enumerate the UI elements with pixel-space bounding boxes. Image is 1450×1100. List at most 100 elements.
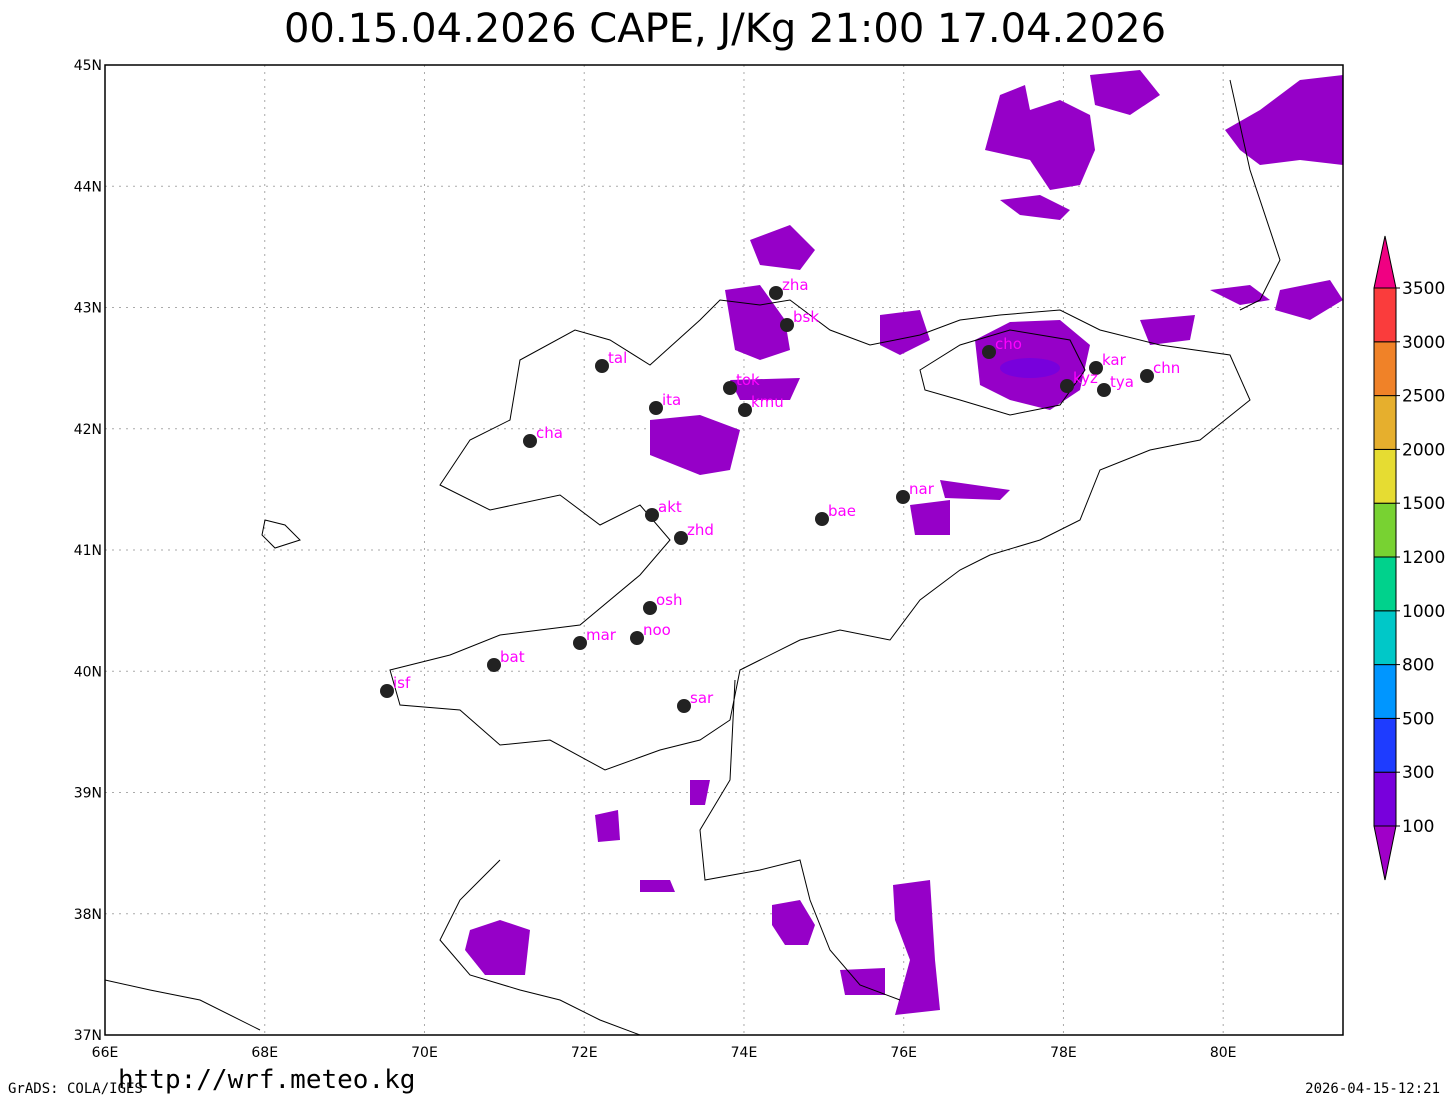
cape-area	[650, 415, 740, 475]
city-label: tok	[736, 371, 760, 389]
cape-areas	[465, 70, 1343, 1015]
city-label: tal	[608, 349, 627, 367]
colorbar-label: 500	[1402, 709, 1434, 729]
colorbar-label: 100	[1402, 817, 1434, 837]
city-marker	[595, 359, 609, 373]
colorbar-label: 2000	[1402, 440, 1445, 460]
cape-area	[690, 780, 710, 805]
city-marker	[769, 286, 783, 300]
city-marker	[738, 403, 752, 417]
lat-tick-label: 38N	[74, 907, 102, 923]
lat-tick-label: 40N	[74, 664, 102, 680]
lon-tick-label: 66E	[92, 1045, 119, 1061]
lon-tick-label: 70E	[411, 1045, 438, 1061]
city-marker	[573, 636, 587, 650]
map-frame	[104, 64, 1344, 1036]
cape-area	[880, 310, 930, 355]
cape-area	[1000, 358, 1060, 378]
lat-tick-label: 44N	[74, 179, 102, 195]
city-marker	[896, 490, 910, 504]
cape-area	[465, 920, 530, 975]
city-label: osh	[656, 591, 683, 609]
city-label: sar	[690, 689, 714, 707]
borders	[104, 79, 1281, 1036]
colorbar-label: 3000	[1402, 333, 1445, 353]
city-label: cho	[995, 335, 1022, 353]
cape-area	[1140, 315, 1195, 345]
city-label: kyz	[1073, 369, 1098, 387]
city-marker	[677, 699, 691, 713]
colorbar-label: 1000	[1402, 602, 1445, 622]
graticule: 66E 68E 70E 72E 74E 76E 78E 80E 37N 38N 39N 40N 41N 4…	[74, 58, 1343, 1061]
colorbar-over	[1373, 235, 1397, 289]
lat-tick-label: 37N	[74, 1028, 102, 1044]
city-label: bat	[500, 648, 525, 666]
city-marker	[649, 401, 663, 415]
city-marker	[523, 434, 537, 448]
lon-tick-label: 80E	[1210, 1045, 1237, 1061]
lon-tick-label: 78E	[1050, 1045, 1077, 1061]
cape-area	[725, 285, 790, 360]
footer-left: GrADS: COLA/IGES	[8, 1081, 143, 1097]
city-marker	[723, 381, 737, 395]
colorbar-box	[1373, 610, 1397, 666]
colorbar-label: 2500	[1402, 387, 1445, 407]
cape-area	[1275, 280, 1343, 320]
colorbar-label: 3500	[1402, 279, 1445, 299]
cape-area	[1225, 75, 1343, 165]
border	[439, 859, 641, 1036]
colorbar-under	[1373, 825, 1397, 881]
border	[389, 299, 1251, 771]
city-label: noo	[643, 621, 671, 639]
city-label: bsk	[793, 308, 819, 326]
colorbar-label: 300	[1402, 763, 1434, 783]
colorbar-box	[1373, 664, 1397, 719]
colorbar-label: 1500	[1402, 494, 1445, 514]
lat-tick-label: 42N	[74, 422, 102, 438]
footer-right: 2026-04-15-12:21	[1305, 1081, 1440, 1097]
border	[699, 679, 901, 1001]
lon-tick-label: 68E	[251, 1045, 278, 1061]
city-marker	[1060, 379, 1074, 393]
lon-tick-label: 74E	[731, 1045, 758, 1061]
cape-area	[893, 880, 940, 1015]
lon-tick-label: 76E	[890, 1045, 917, 1061]
colorbar-box	[1373, 395, 1397, 450]
city-label: chn	[1153, 359, 1180, 377]
city-marker	[674, 531, 688, 545]
cape-area	[910, 500, 950, 535]
lat-tick-label: 41N	[74, 543, 102, 559]
city-marker	[630, 631, 644, 645]
city-marker	[1140, 369, 1154, 383]
colorbar-box	[1373, 556, 1397, 612]
colorbar-box	[1373, 448, 1397, 504]
city-marker	[815, 512, 829, 526]
city-label: kmu	[751, 393, 784, 411]
cape-area	[840, 968, 885, 995]
city-marker	[645, 508, 659, 522]
city-label: cha	[536, 424, 563, 442]
city-label: bae	[828, 502, 856, 520]
city-label: kar	[1102, 351, 1127, 369]
city-marker	[1097, 383, 1111, 397]
colorbar-box	[1373, 771, 1397, 827]
colorbar-box	[1373, 502, 1397, 558]
city-label: mar	[586, 626, 617, 644]
border	[1229, 79, 1281, 311]
city-marker	[643, 601, 657, 615]
colorbar-label: 800	[1402, 656, 1434, 676]
city-marker	[982, 345, 996, 359]
cape-area	[595, 810, 620, 842]
city-label: nar	[909, 480, 935, 498]
colorbar-box	[1373, 287, 1397, 343]
city-label: akt	[658, 498, 682, 516]
cape-area	[1210, 285, 1270, 305]
city-label: isf	[393, 674, 411, 692]
city-marker	[487, 658, 501, 672]
colorbar-box	[1373, 717, 1397, 773]
border	[104, 979, 261, 1031]
city-marker	[380, 684, 394, 698]
cape-area	[985, 85, 1095, 190]
